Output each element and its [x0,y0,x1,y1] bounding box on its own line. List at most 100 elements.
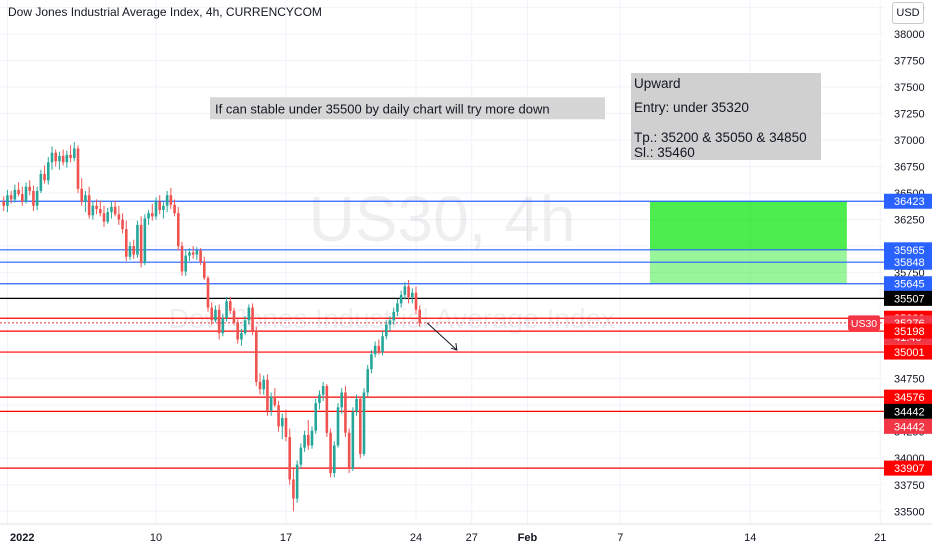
candle-body [418,309,422,323]
x-tick-label: 10 [150,532,162,544]
candle-body [396,303,399,312]
x-tick-label: 2022 [10,532,34,544]
note-annotation: If can stable under 35500 by daily chart… [210,97,605,120]
candle-body [65,154,69,163]
candle-body [414,292,418,310]
watermark-symbol: US30, 4h [309,183,576,255]
candle-body [355,398,358,412]
candle-body [410,292,414,298]
candle-body [318,394,321,404]
candle-body [2,201,6,206]
candle-body [332,445,336,474]
x-tick-label: 17 [280,532,292,544]
candle-body [191,252,195,255]
candle-body [295,464,299,499]
candle-body [384,324,388,337]
candle-body [184,255,188,272]
candle-body [113,206,117,215]
candle-body [399,294,403,304]
candle-body [377,345,381,353]
candle-body [188,252,191,256]
candle-body [80,188,84,202]
candle-body [61,155,65,163]
price-label-34442: 34442 [884,403,932,419]
candle-body [154,201,158,217]
target-zone-lower [650,249,847,284]
price-label-34442: 34442 [884,418,932,434]
candle-body [32,190,35,206]
candle-body [132,246,136,255]
candle-body [84,195,87,202]
price-label-bg [884,403,932,419]
candle-body [39,173,43,191]
candle-body [254,330,258,382]
candle-body [221,318,225,334]
time-axis [0,524,932,550]
candle-body [72,148,76,159]
x-tick-label: 7 [617,532,623,544]
candle-body [370,354,373,370]
candle-body [95,205,98,209]
candle-body [173,204,176,214]
target-zone-upper [650,201,847,250]
x-tick-label: 14 [744,532,756,544]
candle-body [121,219,124,230]
candle-body [217,309,221,334]
candle-body [280,417,284,427]
candle-body [76,148,80,189]
price-label-35001: 35001 [884,344,932,360]
candle-body [195,250,199,255]
candle-body [321,386,325,395]
price-label-text: 34442 [894,406,925,418]
candle-body [403,286,407,295]
candle-body [366,369,370,393]
chart-title: Dow Jones Industrial Average Index, 4h, … [8,5,322,19]
candle-body [373,345,377,355]
candle-body [407,286,410,298]
y-tick-label: 38000 [894,29,925,41]
candle-body [176,213,180,247]
candle-body [303,434,306,448]
candle-body [336,407,340,446]
price-label-35848: 35848 [884,254,932,270]
candle-body [28,186,32,191]
candle-body [310,430,314,446]
y-tick-label: 34750 [894,374,925,386]
note-bg [210,97,605,120]
x-tick-label: 27 [466,532,478,544]
trade-box-bg [631,73,821,160]
price-label-text: 33907 [894,463,925,475]
candle-body [6,195,9,206]
y-tick-label: 37750 [894,55,925,67]
arrow-line [426,322,458,351]
price-label-bg [884,242,932,258]
price-label-33907: 33907 [884,460,932,476]
candle-body [9,195,13,200]
candle-body [266,379,269,411]
x-tick-label: Feb [518,532,538,544]
candle-body [240,333,243,340]
price-label-text: 35001 [894,347,925,359]
price-label-text: 35198 [894,326,925,338]
price-label-35198: 35198 [884,323,932,339]
candle-body [147,213,150,219]
price-label-text: 35645 [894,279,925,291]
candle-body [206,277,210,308]
candle-body [58,155,61,162]
price-label-35965: 35965 [884,242,932,258]
candle-body [124,229,128,257]
candle-body [91,205,95,216]
price-label-text: 34576 [894,392,925,404]
candle-body [102,213,106,222]
candle-body [158,201,162,211]
candle-body [325,386,329,433]
trade-box: Upward Entry: under 35320 Tp.: 35200 & 350… [631,73,821,160]
currency-badge[interactable]: USD [892,2,924,24]
candle-body [299,447,303,465]
price-label-text: 35507 [894,293,925,305]
price-label-35507: 35507 [884,290,932,306]
candle-body [87,195,91,216]
price-label-bg [884,323,932,339]
candle-body [46,162,50,181]
